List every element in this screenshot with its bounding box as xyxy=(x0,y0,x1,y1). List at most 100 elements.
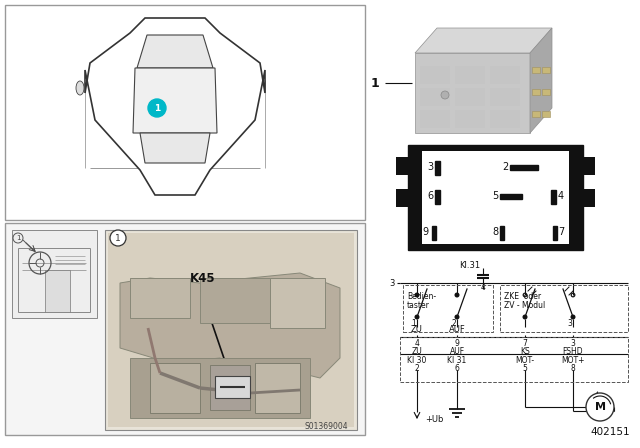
Polygon shape xyxy=(133,68,217,133)
Bar xyxy=(455,88,485,106)
Text: 3: 3 xyxy=(427,162,433,172)
Bar xyxy=(5,5,365,220)
Bar xyxy=(130,358,310,418)
Text: ZV - Modul: ZV - Modul xyxy=(504,301,545,310)
Text: 6: 6 xyxy=(427,191,433,201)
Bar xyxy=(500,285,628,332)
Text: 2: 2 xyxy=(502,162,508,172)
Bar xyxy=(432,226,436,240)
Text: K45: K45 xyxy=(190,271,216,284)
Text: KS: KS xyxy=(520,346,530,356)
Text: Kl 31: Kl 31 xyxy=(447,356,467,365)
Bar xyxy=(210,365,250,410)
Text: M: M xyxy=(595,402,605,412)
Circle shape xyxy=(572,315,575,319)
Text: 2: 2 xyxy=(451,319,456,327)
Bar xyxy=(408,145,583,250)
Text: 4: 4 xyxy=(415,339,419,348)
Text: ZU: ZU xyxy=(411,324,423,333)
Bar xyxy=(542,67,550,73)
Polygon shape xyxy=(120,273,340,378)
Bar xyxy=(490,88,520,106)
Text: 5: 5 xyxy=(492,191,498,201)
Text: MOT-: MOT- xyxy=(515,356,534,365)
Bar xyxy=(215,376,250,398)
Text: 8: 8 xyxy=(571,363,575,372)
Bar xyxy=(532,89,540,95)
Polygon shape xyxy=(530,28,552,133)
Bar xyxy=(420,66,450,84)
Bar xyxy=(532,67,540,73)
Bar xyxy=(542,89,550,95)
Polygon shape xyxy=(137,35,213,68)
Text: 402151: 402151 xyxy=(590,427,630,437)
Text: 1: 1 xyxy=(115,233,121,242)
Bar xyxy=(396,189,408,207)
Text: 9: 9 xyxy=(422,227,428,237)
Bar xyxy=(455,110,485,128)
Bar xyxy=(415,53,530,133)
Text: 4: 4 xyxy=(558,191,564,201)
Bar xyxy=(583,189,595,207)
Circle shape xyxy=(455,293,459,297)
Bar xyxy=(455,66,485,84)
Bar xyxy=(532,111,540,117)
Bar xyxy=(551,190,556,204)
Bar xyxy=(150,363,200,413)
Circle shape xyxy=(586,393,614,421)
Text: FSHD: FSHD xyxy=(563,346,583,356)
Polygon shape xyxy=(140,133,210,163)
Circle shape xyxy=(110,230,126,246)
Circle shape xyxy=(455,315,459,319)
Text: 1: 1 xyxy=(154,103,160,112)
Circle shape xyxy=(415,315,419,319)
Bar xyxy=(12,230,97,318)
Text: 3: 3 xyxy=(389,279,395,288)
Text: Kl 30: Kl 30 xyxy=(407,356,427,365)
Bar xyxy=(420,110,450,128)
Bar xyxy=(422,151,569,244)
Bar xyxy=(553,226,557,240)
Circle shape xyxy=(148,99,166,117)
Bar xyxy=(500,226,504,240)
Bar xyxy=(130,278,190,318)
Bar xyxy=(490,66,520,84)
Polygon shape xyxy=(415,28,552,53)
Text: ZU: ZU xyxy=(412,346,422,356)
Bar xyxy=(420,88,450,106)
Text: 3: 3 xyxy=(567,319,572,327)
Text: 1: 1 xyxy=(371,77,380,90)
Text: 7: 7 xyxy=(558,227,564,237)
Text: 3: 3 xyxy=(571,339,575,348)
Text: 1: 1 xyxy=(16,235,20,241)
Text: 2: 2 xyxy=(415,363,419,372)
Text: Kl.31: Kl.31 xyxy=(459,260,480,270)
Bar xyxy=(45,270,70,312)
Bar xyxy=(490,110,520,128)
Text: 4: 4 xyxy=(481,283,485,292)
Bar xyxy=(270,278,325,328)
Bar xyxy=(403,285,493,332)
Circle shape xyxy=(441,91,449,99)
Ellipse shape xyxy=(76,81,84,95)
Bar xyxy=(400,337,628,382)
Bar xyxy=(200,278,270,323)
Bar xyxy=(500,194,522,199)
Bar xyxy=(396,157,408,175)
Text: ZKE  oder: ZKE oder xyxy=(504,292,541,301)
Bar xyxy=(108,233,354,427)
Text: taster: taster xyxy=(407,301,430,310)
Text: 7: 7 xyxy=(523,339,527,348)
Bar xyxy=(255,363,300,413)
Text: AUF: AUF xyxy=(449,324,465,333)
Bar xyxy=(435,161,440,175)
Bar xyxy=(105,230,357,430)
Bar xyxy=(5,223,365,435)
Bar xyxy=(542,111,550,117)
Text: 9: 9 xyxy=(454,339,460,348)
Bar xyxy=(583,157,595,175)
Text: Bedien-: Bedien- xyxy=(407,292,436,301)
Text: 6: 6 xyxy=(454,363,460,372)
Text: 5: 5 xyxy=(523,363,527,372)
Text: 8: 8 xyxy=(492,227,498,237)
